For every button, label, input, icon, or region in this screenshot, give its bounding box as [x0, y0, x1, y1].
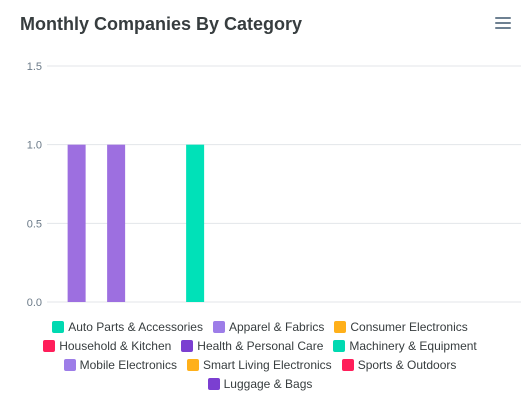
- legend-label: Consumer Electronics: [350, 320, 468, 334]
- legend-item[interactable]: Auto Parts & Accessories: [52, 318, 203, 336]
- y-tick-label: 1.5: [27, 61, 42, 73]
- chart-plot: 0.0 0.5 1.0 1.5: [27, 61, 521, 309]
- y-tick-label: 1.0: [27, 140, 42, 152]
- legend-label: Health & Personal Care: [197, 339, 324, 353]
- legend-marker: [181, 340, 194, 352]
- legend-label: Household & Kitchen: [59, 339, 172, 353]
- bar[interactable]: [107, 144, 126, 302]
- legend-label: Auto Parts & Accessories: [68, 320, 203, 334]
- legend-label: Sports & Outdoors: [357, 358, 457, 372]
- chart-title: Monthly Companies By Category: [20, 14, 303, 34]
- legend-marker: [186, 359, 199, 371]
- bar[interactable]: [186, 144, 205, 302]
- legend-item[interactable]: Mobile Electronics: [63, 356, 177, 374]
- legend-marker: [52, 321, 65, 333]
- y-tick-label: 0.0: [27, 297, 42, 309]
- legend-marker: [334, 321, 347, 333]
- legend-item[interactable]: Apparel & Fabrics: [212, 318, 325, 336]
- legend-label: Apparel & Fabrics: [228, 320, 325, 334]
- bar[interactable]: [67, 144, 86, 302]
- legend-marker: [63, 359, 76, 371]
- legend-marker: [43, 340, 56, 352]
- legend-marker: [212, 321, 225, 333]
- legend-label: Smart Living Electronics: [202, 358, 332, 372]
- hamburger-menu-icon[interactable]: [495, 17, 511, 31]
- chart-legend: Auto Parts & Accessories Apparel & Fabric…: [20, 318, 500, 393]
- legend-item[interactable]: Health & Personal Care: [181, 337, 323, 355]
- legend-label: Mobile Electronics: [79, 358, 177, 372]
- legend-label: Machinery & Equipment: [349, 339, 477, 353]
- legend-item[interactable]: Consumer Electronics: [334, 318, 468, 336]
- legend-label: Luggage & Bags: [223, 377, 313, 391]
- legend-marker: [333, 340, 346, 352]
- y-tick-label: 0.5: [27, 218, 42, 230]
- legend-item[interactable]: Sports & Outdoors: [341, 356, 457, 374]
- legend-item[interactable]: Smart Living Electronics: [186, 356, 332, 374]
- legend-item[interactable]: Machinery & Equipment: [333, 337, 477, 355]
- legend-marker: [207, 378, 220, 390]
- legend-marker: [341, 359, 354, 371]
- legend-item[interactable]: Household & Kitchen: [43, 337, 171, 355]
- legend-item[interactable]: Luggage & Bags: [207, 375, 313, 393]
